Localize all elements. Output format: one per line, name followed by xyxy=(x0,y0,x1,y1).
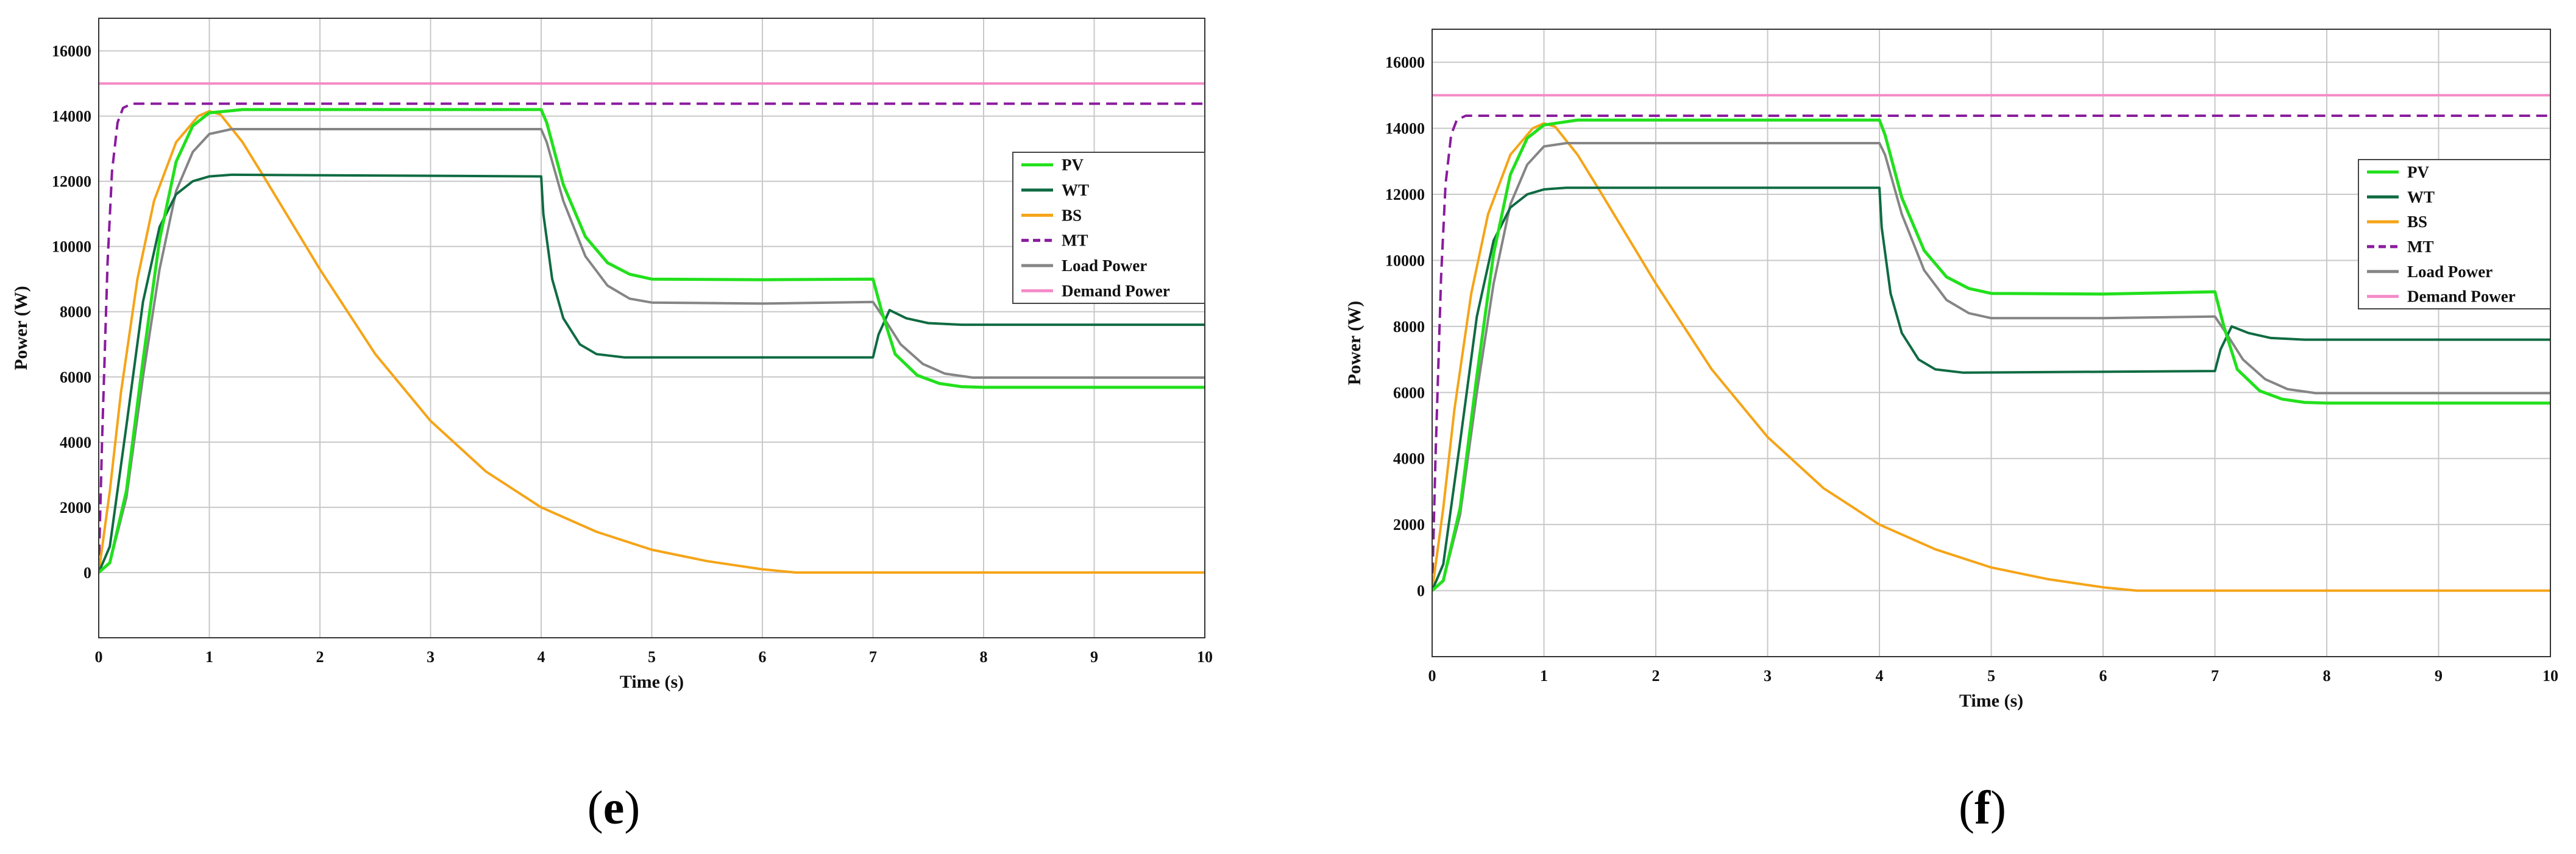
x-tick-label: 5 xyxy=(648,648,656,666)
x-tick-label: 3 xyxy=(1764,667,1772,685)
x-tick-label: 10 xyxy=(2542,667,2558,685)
series-line-wt xyxy=(99,173,1205,573)
y-tick-label: 8000 xyxy=(60,303,91,321)
legend-box xyxy=(1012,152,1205,304)
y-tick-label: 0 xyxy=(83,564,91,582)
plot-frame xyxy=(1432,29,2551,657)
y-tick-label: 4000 xyxy=(60,434,91,451)
y-tick-label: 2000 xyxy=(60,499,91,517)
series-group xyxy=(99,82,1205,574)
y-tick-label: 14000 xyxy=(1385,120,1425,138)
series-line-pv xyxy=(1432,118,2550,592)
y-tick-label: 0 xyxy=(1417,582,1425,600)
caption-f: (f) xyxy=(1959,781,2006,834)
x-tick-label: 0 xyxy=(1428,667,1436,685)
y-axis-label: Power (W) xyxy=(1344,301,1364,386)
x-tick-label: 7 xyxy=(2211,667,2219,685)
y-tick-label: 6000 xyxy=(1393,384,1425,401)
legend-label: WT xyxy=(2407,188,2435,206)
x-tick-label: 0 xyxy=(95,648,103,666)
y-tick-label: 8000 xyxy=(1393,318,1425,336)
x-tick-label: 8 xyxy=(2323,667,2331,685)
x-axis-label: Time (s) xyxy=(620,672,684,692)
legend-label: Demand Power xyxy=(2407,288,2516,306)
x-tick-label: 2 xyxy=(1652,667,1660,685)
legend-label: BS xyxy=(2407,213,2427,231)
y-tick-label: 12000 xyxy=(1385,186,1425,203)
legend-label: PV xyxy=(1062,156,1084,174)
y-tick-label: 2000 xyxy=(1393,516,1425,534)
legend-label: Load Power xyxy=(2407,263,2493,281)
legend-label: PV xyxy=(2407,163,2429,181)
y-tick-label: 12000 xyxy=(52,173,91,191)
x-tick-label: 1 xyxy=(1540,667,1548,685)
series-line-bs xyxy=(1432,122,2550,592)
y-tick-label: 14000 xyxy=(52,108,91,125)
series-line-load-power xyxy=(1432,142,2550,592)
caption-e: (e) xyxy=(587,781,640,834)
y-tick-label: 16000 xyxy=(1385,54,1425,71)
series-line-bs xyxy=(99,110,1205,574)
chart-f: 0 1 2 3 4 5 6 7 8 9 10 0 2000 4000 6000 8000 10000 12000 1… xyxy=(1344,29,2558,711)
legend-label: MT xyxy=(2407,238,2434,256)
legend: PV WT BS MT Load Power Demand Power xyxy=(1012,152,1205,304)
series-line-load-power xyxy=(99,128,1205,574)
series-line-mt xyxy=(1432,115,2550,591)
legend-label: BS xyxy=(1062,206,1082,224)
legend-label: MT xyxy=(1062,231,1088,250)
legend-label: WT xyxy=(1062,181,1089,199)
x-tick-label: 1 xyxy=(205,648,213,666)
x-tick-label: 9 xyxy=(2435,667,2443,685)
legend-label: Demand Power xyxy=(1062,281,1170,300)
series-line-mt xyxy=(99,102,1205,573)
x-tick-label: 6 xyxy=(759,648,767,666)
x-tick-label: 3 xyxy=(427,648,435,666)
x-tick-label: 5 xyxy=(1987,667,1995,685)
y-tick-label: 6000 xyxy=(60,369,91,386)
y-tick-label: 16000 xyxy=(52,43,91,60)
y-axis-label: Power (W) xyxy=(11,286,31,370)
chart-e: 0 1 2 3 4 5 6 7 8 9 10 0 2000 4000 6000 8000 10000 12000 1… xyxy=(11,18,1213,692)
y-tick-label: 10000 xyxy=(52,238,91,256)
x-tick-label: 4 xyxy=(1876,667,1884,685)
x-tick-label: 8 xyxy=(980,648,988,666)
x-tick-label: 7 xyxy=(869,648,877,666)
y-tick-label: 10000 xyxy=(1385,252,1425,269)
plot-frame xyxy=(98,18,1205,638)
x-tick-label: 4 xyxy=(538,648,545,666)
x-tick-label: 2 xyxy=(316,648,324,666)
legend-box xyxy=(2358,159,2551,309)
x-axis-label: Time (s) xyxy=(1959,691,2023,711)
y-tick-label: 4000 xyxy=(1393,450,1425,468)
series-line-wt xyxy=(1432,186,2550,591)
legend-label: Load Power xyxy=(1062,256,1147,275)
legend: PV WT BS MT Load Power Demand Power xyxy=(2358,159,2551,309)
series-line-pv xyxy=(99,108,1205,574)
x-tick-label: 6 xyxy=(2099,667,2107,685)
x-tick-label: 9 xyxy=(1090,648,1098,666)
series-group xyxy=(1432,94,2550,592)
x-tick-label: 10 xyxy=(1197,648,1213,666)
